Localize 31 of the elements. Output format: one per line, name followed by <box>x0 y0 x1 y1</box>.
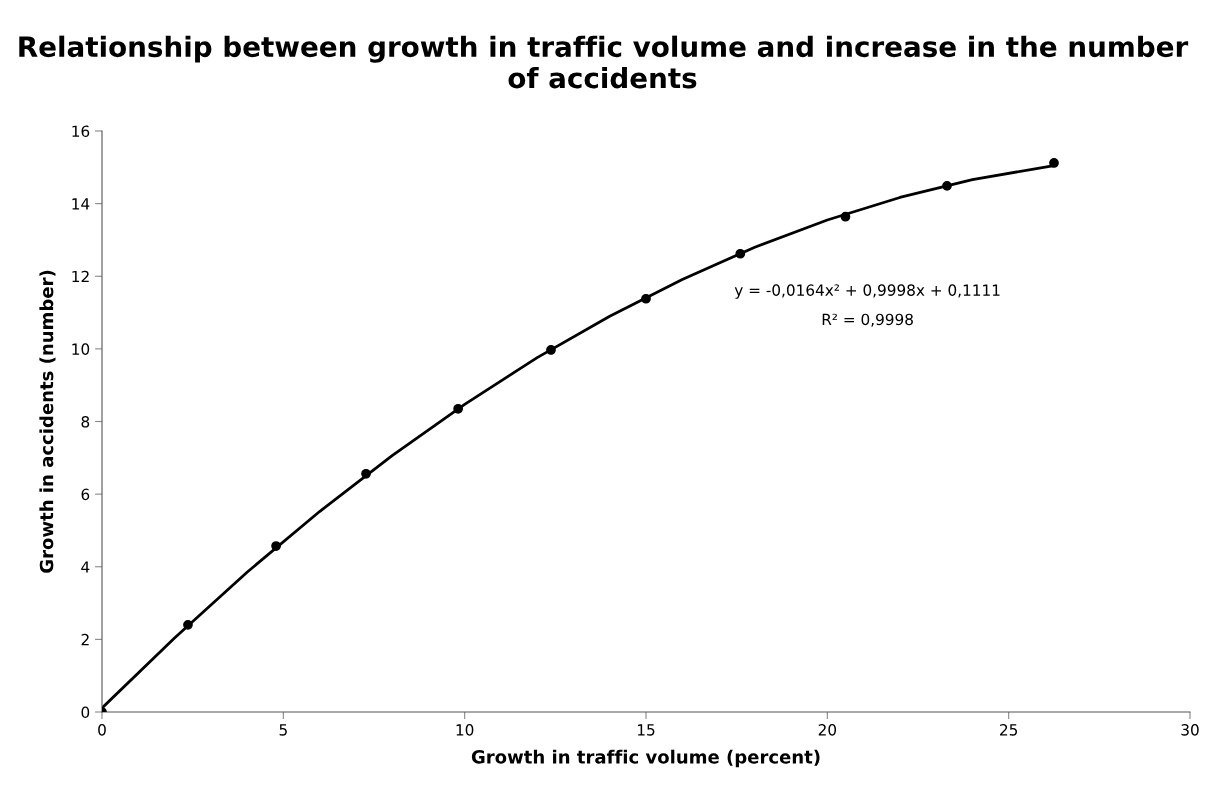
x-tick-label: 25 <box>1000 724 1018 736</box>
annotation: y = -0,0164x² + 0,9998x + 0,1111 <box>734 284 1000 299</box>
y-tick-label: 2 <box>81 633 89 646</box>
x-tick-label: 20 <box>818 724 837 736</box>
x-axis-title: Growth in traffic volume (percent) <box>471 749 820 768</box>
point <box>1049 158 1059 168</box>
x-tick-label: 15 <box>637 724 655 736</box>
y-tick-label: 12 <box>72 270 89 283</box>
x-tick-label: 30 <box>1181 724 1199 736</box>
y-axis-title: Growth in accidents (number) <box>39 270 56 573</box>
point <box>361 468 371 479</box>
y-tick-label: 16 <box>72 125 90 138</box>
point <box>735 248 746 259</box>
point <box>271 541 281 551</box>
x-tick-label: 10 <box>456 724 474 736</box>
y-tick-label: 0 <box>81 706 90 719</box>
y-tick-label: 10 <box>72 343 90 355</box>
point <box>546 345 556 355</box>
y-tick-label: 8 <box>81 415 90 428</box>
point <box>453 403 464 414</box>
y-tick-label: 4 <box>81 561 90 573</box>
x-tick-label: 5 <box>279 724 287 736</box>
point <box>183 619 193 630</box>
chart-title: Relationship between growth in traffic volume and increase in the number of accidents <box>19 35 1189 89</box>
y-tick-label: 6 <box>81 488 90 501</box>
annotation: R² = 0,9998 <box>822 313 913 327</box>
y-tick-label: 14 <box>72 198 90 210</box>
x-tick-label: 0 <box>98 724 106 736</box>
point <box>942 180 952 191</box>
point <box>641 293 651 304</box>
point <box>840 211 851 222</box>
